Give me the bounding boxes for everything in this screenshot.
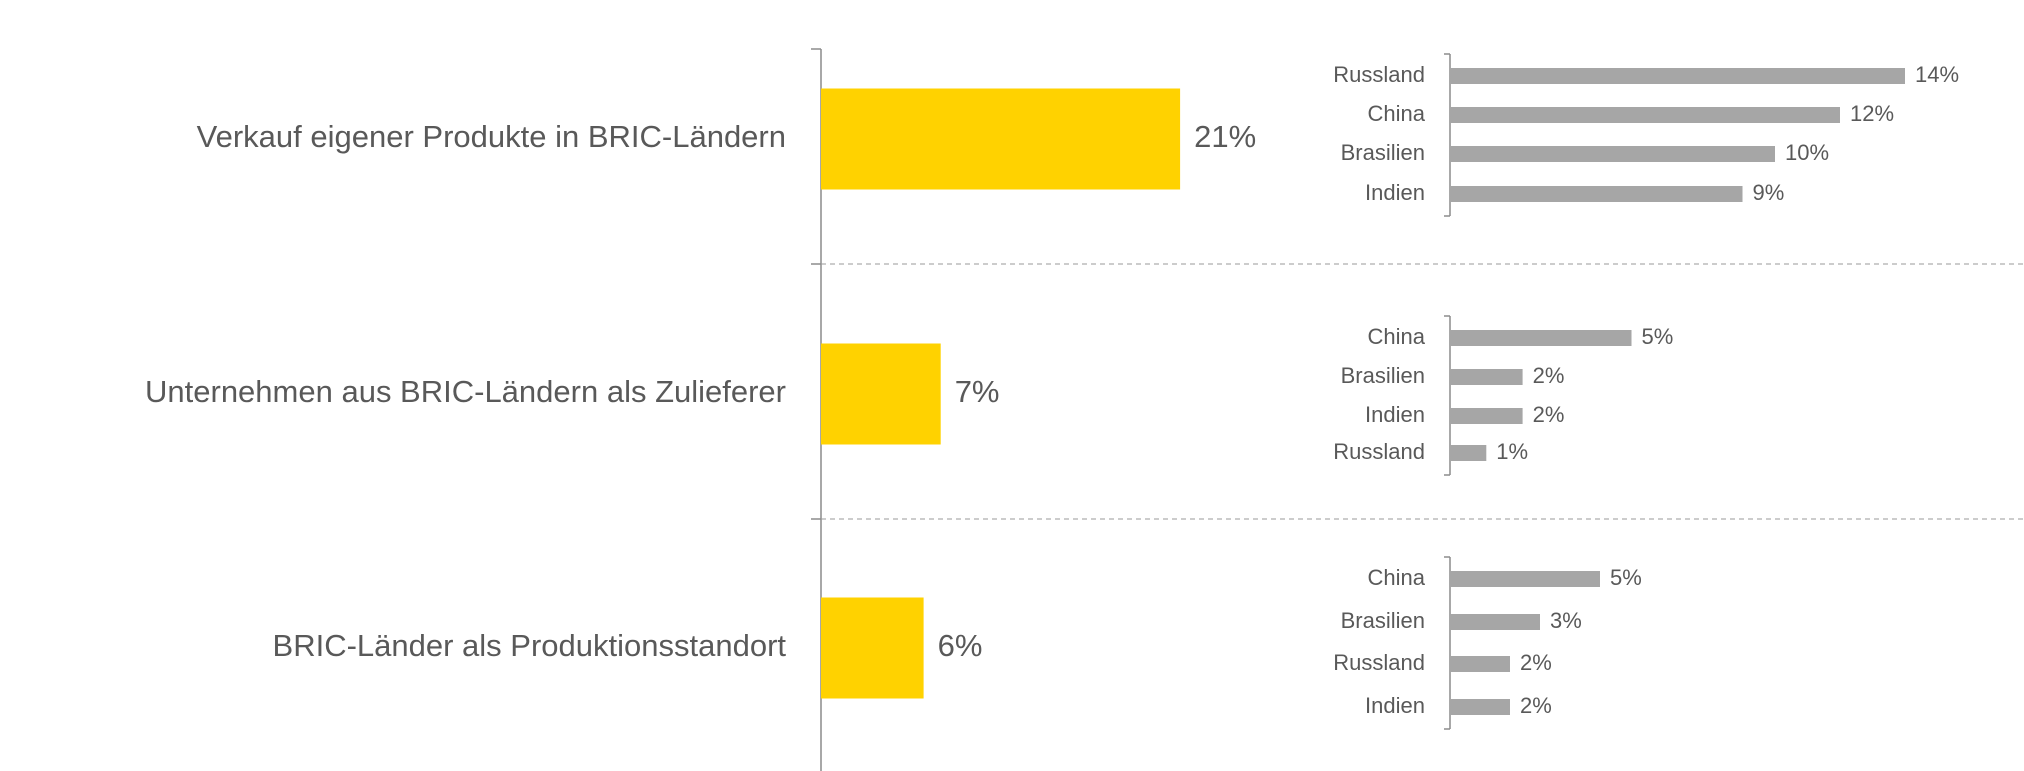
category-label: Russland bbox=[1333, 62, 1425, 87]
value-label: 2% bbox=[1533, 363, 1565, 388]
bar bbox=[821, 597, 924, 699]
category-label: Indien bbox=[1365, 180, 1425, 205]
category-label: BRIC-Länder als Produktionsstandort bbox=[273, 628, 787, 663]
bar bbox=[1450, 408, 1523, 424]
value-label: 7% bbox=[955, 374, 1000, 409]
value-label: 2% bbox=[1520, 650, 1552, 675]
value-label: 5% bbox=[1642, 324, 1674, 349]
value-label: 14% bbox=[1915, 62, 1959, 87]
category-label: Verkauf eigener Produkte in BRIC-Ländern bbox=[197, 119, 786, 154]
bar bbox=[1450, 107, 1840, 123]
value-label: 3% bbox=[1550, 608, 1582, 633]
category-label: Unternehmen aus BRIC-Ländern als Zuliefe… bbox=[145, 374, 786, 409]
category-label: Brasilien bbox=[1341, 363, 1425, 388]
value-label: 2% bbox=[1520, 693, 1552, 718]
value-label: 5% bbox=[1610, 565, 1642, 590]
bar bbox=[1450, 330, 1632, 346]
category-label: Indien bbox=[1365, 402, 1425, 427]
bar bbox=[821, 88, 1181, 190]
category-label: China bbox=[1368, 565, 1426, 590]
category-label: Brasilien bbox=[1341, 140, 1425, 165]
value-label: 12% bbox=[1850, 101, 1894, 126]
bar bbox=[1450, 146, 1775, 162]
value-label: 2% bbox=[1533, 402, 1565, 427]
category-label: Russland bbox=[1333, 439, 1425, 464]
bar bbox=[1450, 699, 1510, 715]
category-label: China bbox=[1368, 324, 1426, 349]
category-label: Indien bbox=[1365, 693, 1425, 718]
category-label: Russland bbox=[1333, 650, 1425, 675]
bar bbox=[1450, 656, 1510, 672]
value-label: 9% bbox=[1753, 180, 1785, 205]
bar bbox=[821, 343, 941, 445]
category-label: China bbox=[1368, 101, 1426, 126]
value-label: 21% bbox=[1194, 119, 1256, 154]
category-label: Brasilien bbox=[1341, 608, 1425, 633]
bar bbox=[1450, 445, 1487, 461]
bar bbox=[1450, 369, 1523, 385]
value-label: 1% bbox=[1496, 439, 1528, 464]
bar bbox=[1450, 186, 1743, 202]
bar bbox=[1450, 614, 1540, 630]
bar bbox=[1450, 68, 1905, 84]
bar bbox=[1450, 571, 1600, 587]
value-label: 6% bbox=[938, 628, 983, 663]
value-label: 10% bbox=[1785, 140, 1829, 165]
